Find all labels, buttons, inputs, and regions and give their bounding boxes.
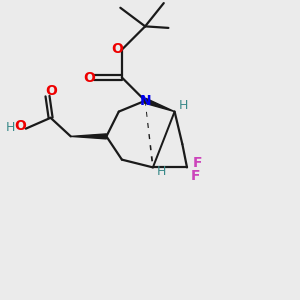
Text: O: O xyxy=(14,118,26,133)
Text: H: H xyxy=(6,121,16,134)
Text: O: O xyxy=(111,42,123,56)
Text: O: O xyxy=(46,84,57,98)
Polygon shape xyxy=(71,134,106,139)
Polygon shape xyxy=(144,98,175,112)
Text: H: H xyxy=(157,165,167,178)
Text: F: F xyxy=(191,169,201,183)
Text: N: N xyxy=(139,94,151,108)
Text: O: O xyxy=(83,70,95,85)
Text: F: F xyxy=(193,156,203,170)
Text: H: H xyxy=(179,99,188,112)
